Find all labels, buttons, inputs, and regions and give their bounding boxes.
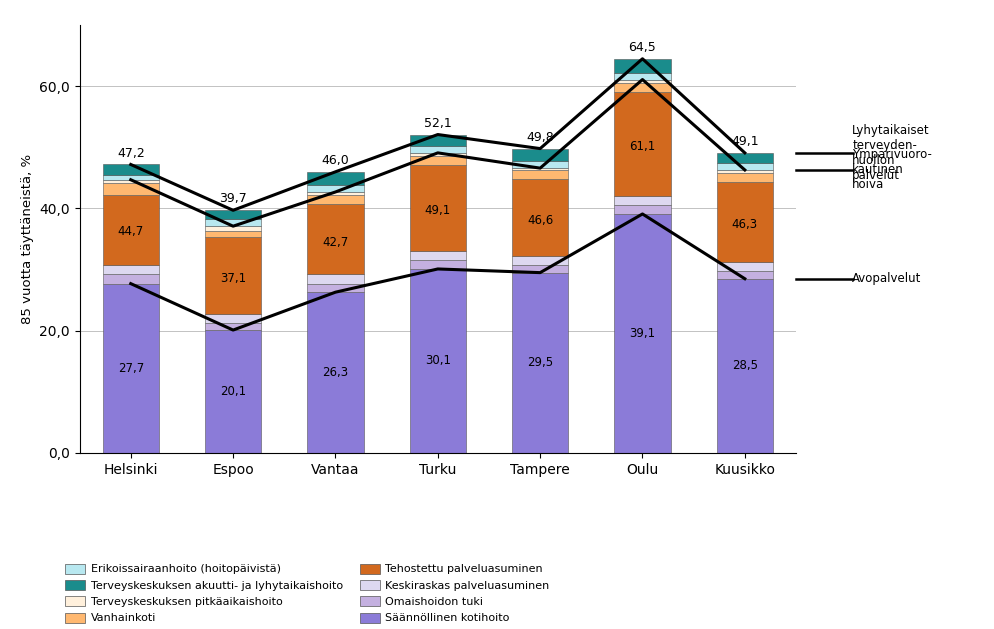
Bar: [613, 82, 670, 92]
Bar: [410, 269, 465, 453]
Bar: [410, 156, 465, 165]
Text: 46,6: 46,6: [527, 214, 553, 227]
Bar: [613, 214, 670, 453]
Bar: [512, 265, 568, 272]
Text: Ympärivuoro-
kautinen
hoiva: Ympärivuoro- kautinen hoiva: [852, 148, 931, 191]
Bar: [512, 161, 568, 168]
Bar: [512, 148, 568, 161]
Bar: [102, 284, 159, 453]
Bar: [102, 195, 159, 265]
Bar: [410, 153, 465, 156]
Bar: [307, 274, 363, 284]
Bar: [410, 250, 465, 260]
Bar: [102, 265, 159, 274]
Text: 39,7: 39,7: [219, 192, 247, 206]
Bar: [613, 196, 670, 205]
Bar: [102, 175, 159, 180]
Text: 28,5: 28,5: [732, 359, 757, 372]
Text: 52,1: 52,1: [423, 116, 451, 130]
Text: 42,7: 42,7: [322, 236, 348, 248]
Bar: [716, 262, 772, 271]
Bar: [307, 192, 363, 195]
Text: 61,1: 61,1: [629, 140, 655, 153]
Bar: [205, 219, 261, 226]
Text: 46,0: 46,0: [321, 154, 349, 167]
Bar: [205, 237, 261, 314]
Bar: [102, 274, 159, 284]
Bar: [307, 185, 363, 192]
Bar: [512, 168, 568, 170]
Text: 47,2: 47,2: [116, 147, 144, 160]
Bar: [205, 226, 261, 231]
Bar: [512, 272, 568, 453]
Bar: [205, 231, 261, 237]
Bar: [613, 92, 670, 196]
Text: Avopalvelut: Avopalvelut: [852, 272, 920, 285]
Text: 49,1: 49,1: [731, 135, 757, 148]
Bar: [613, 205, 670, 214]
Text: 49,1: 49,1: [424, 204, 450, 218]
Bar: [410, 146, 465, 153]
Text: 37,1: 37,1: [220, 272, 246, 285]
Bar: [716, 153, 772, 163]
Text: 39,1: 39,1: [629, 327, 655, 340]
Bar: [307, 292, 363, 453]
Bar: [205, 323, 261, 330]
Bar: [205, 314, 261, 323]
Text: 20,1: 20,1: [220, 385, 246, 398]
Bar: [102, 183, 159, 195]
Bar: [512, 179, 568, 255]
Bar: [410, 260, 465, 269]
Text: 29,5: 29,5: [527, 356, 553, 369]
Bar: [205, 210, 261, 219]
Bar: [613, 73, 670, 79]
Text: 64,5: 64,5: [628, 41, 656, 54]
Text: 30,1: 30,1: [424, 354, 450, 367]
Bar: [102, 164, 159, 175]
Bar: [307, 172, 363, 185]
Bar: [613, 79, 670, 82]
Text: 49,8: 49,8: [526, 131, 554, 143]
Text: 26,3: 26,3: [322, 366, 348, 379]
Legend: Erikoissairaanhoito (hoitopäivistä), Terveyskeskuksen akuutti- ja lyhytaikaishoi: Erikoissairaanhoito (hoitopäivistä), Ter…: [66, 564, 549, 623]
Y-axis label: 85 vuotta täyttäneistä, %: 85 vuotta täyttäneistä, %: [21, 154, 34, 324]
Text: 27,7: 27,7: [117, 362, 144, 375]
Bar: [716, 182, 772, 262]
Bar: [512, 255, 568, 265]
Bar: [716, 173, 772, 182]
Bar: [307, 195, 363, 204]
Bar: [716, 163, 772, 170]
Bar: [512, 170, 568, 179]
Text: 44,7: 44,7: [117, 225, 144, 238]
Bar: [307, 204, 363, 274]
Bar: [410, 135, 465, 146]
Text: 46,3: 46,3: [731, 218, 757, 231]
Bar: [307, 284, 363, 292]
Bar: [716, 170, 772, 173]
Bar: [716, 271, 772, 279]
Bar: [613, 58, 670, 73]
Bar: [205, 330, 261, 453]
Bar: [410, 165, 465, 250]
Text: Lyhytaikaiset
terveyden-
huollon
palvelut: Lyhytaikaiset terveyden- huollon palvelu…: [852, 124, 929, 182]
Bar: [102, 180, 159, 183]
Bar: [716, 279, 772, 453]
